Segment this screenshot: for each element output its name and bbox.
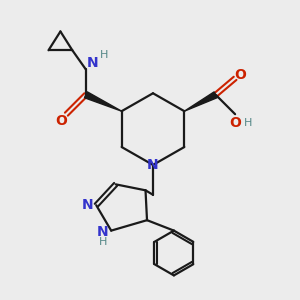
Text: H: H — [244, 118, 252, 128]
Text: N: N — [97, 225, 109, 239]
Text: O: O — [55, 114, 67, 128]
Polygon shape — [84, 92, 122, 111]
Text: O: O — [229, 116, 241, 130]
Text: H: H — [100, 50, 108, 60]
Text: N: N — [82, 198, 94, 212]
Polygon shape — [184, 92, 217, 111]
Text: N: N — [87, 56, 98, 70]
Text: O: O — [235, 68, 246, 82]
Text: H: H — [99, 237, 107, 247]
Text: N: N — [147, 158, 159, 172]
